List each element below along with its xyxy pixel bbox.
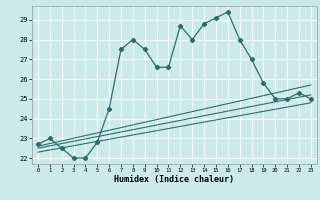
X-axis label: Humidex (Indice chaleur): Humidex (Indice chaleur) <box>115 175 234 184</box>
